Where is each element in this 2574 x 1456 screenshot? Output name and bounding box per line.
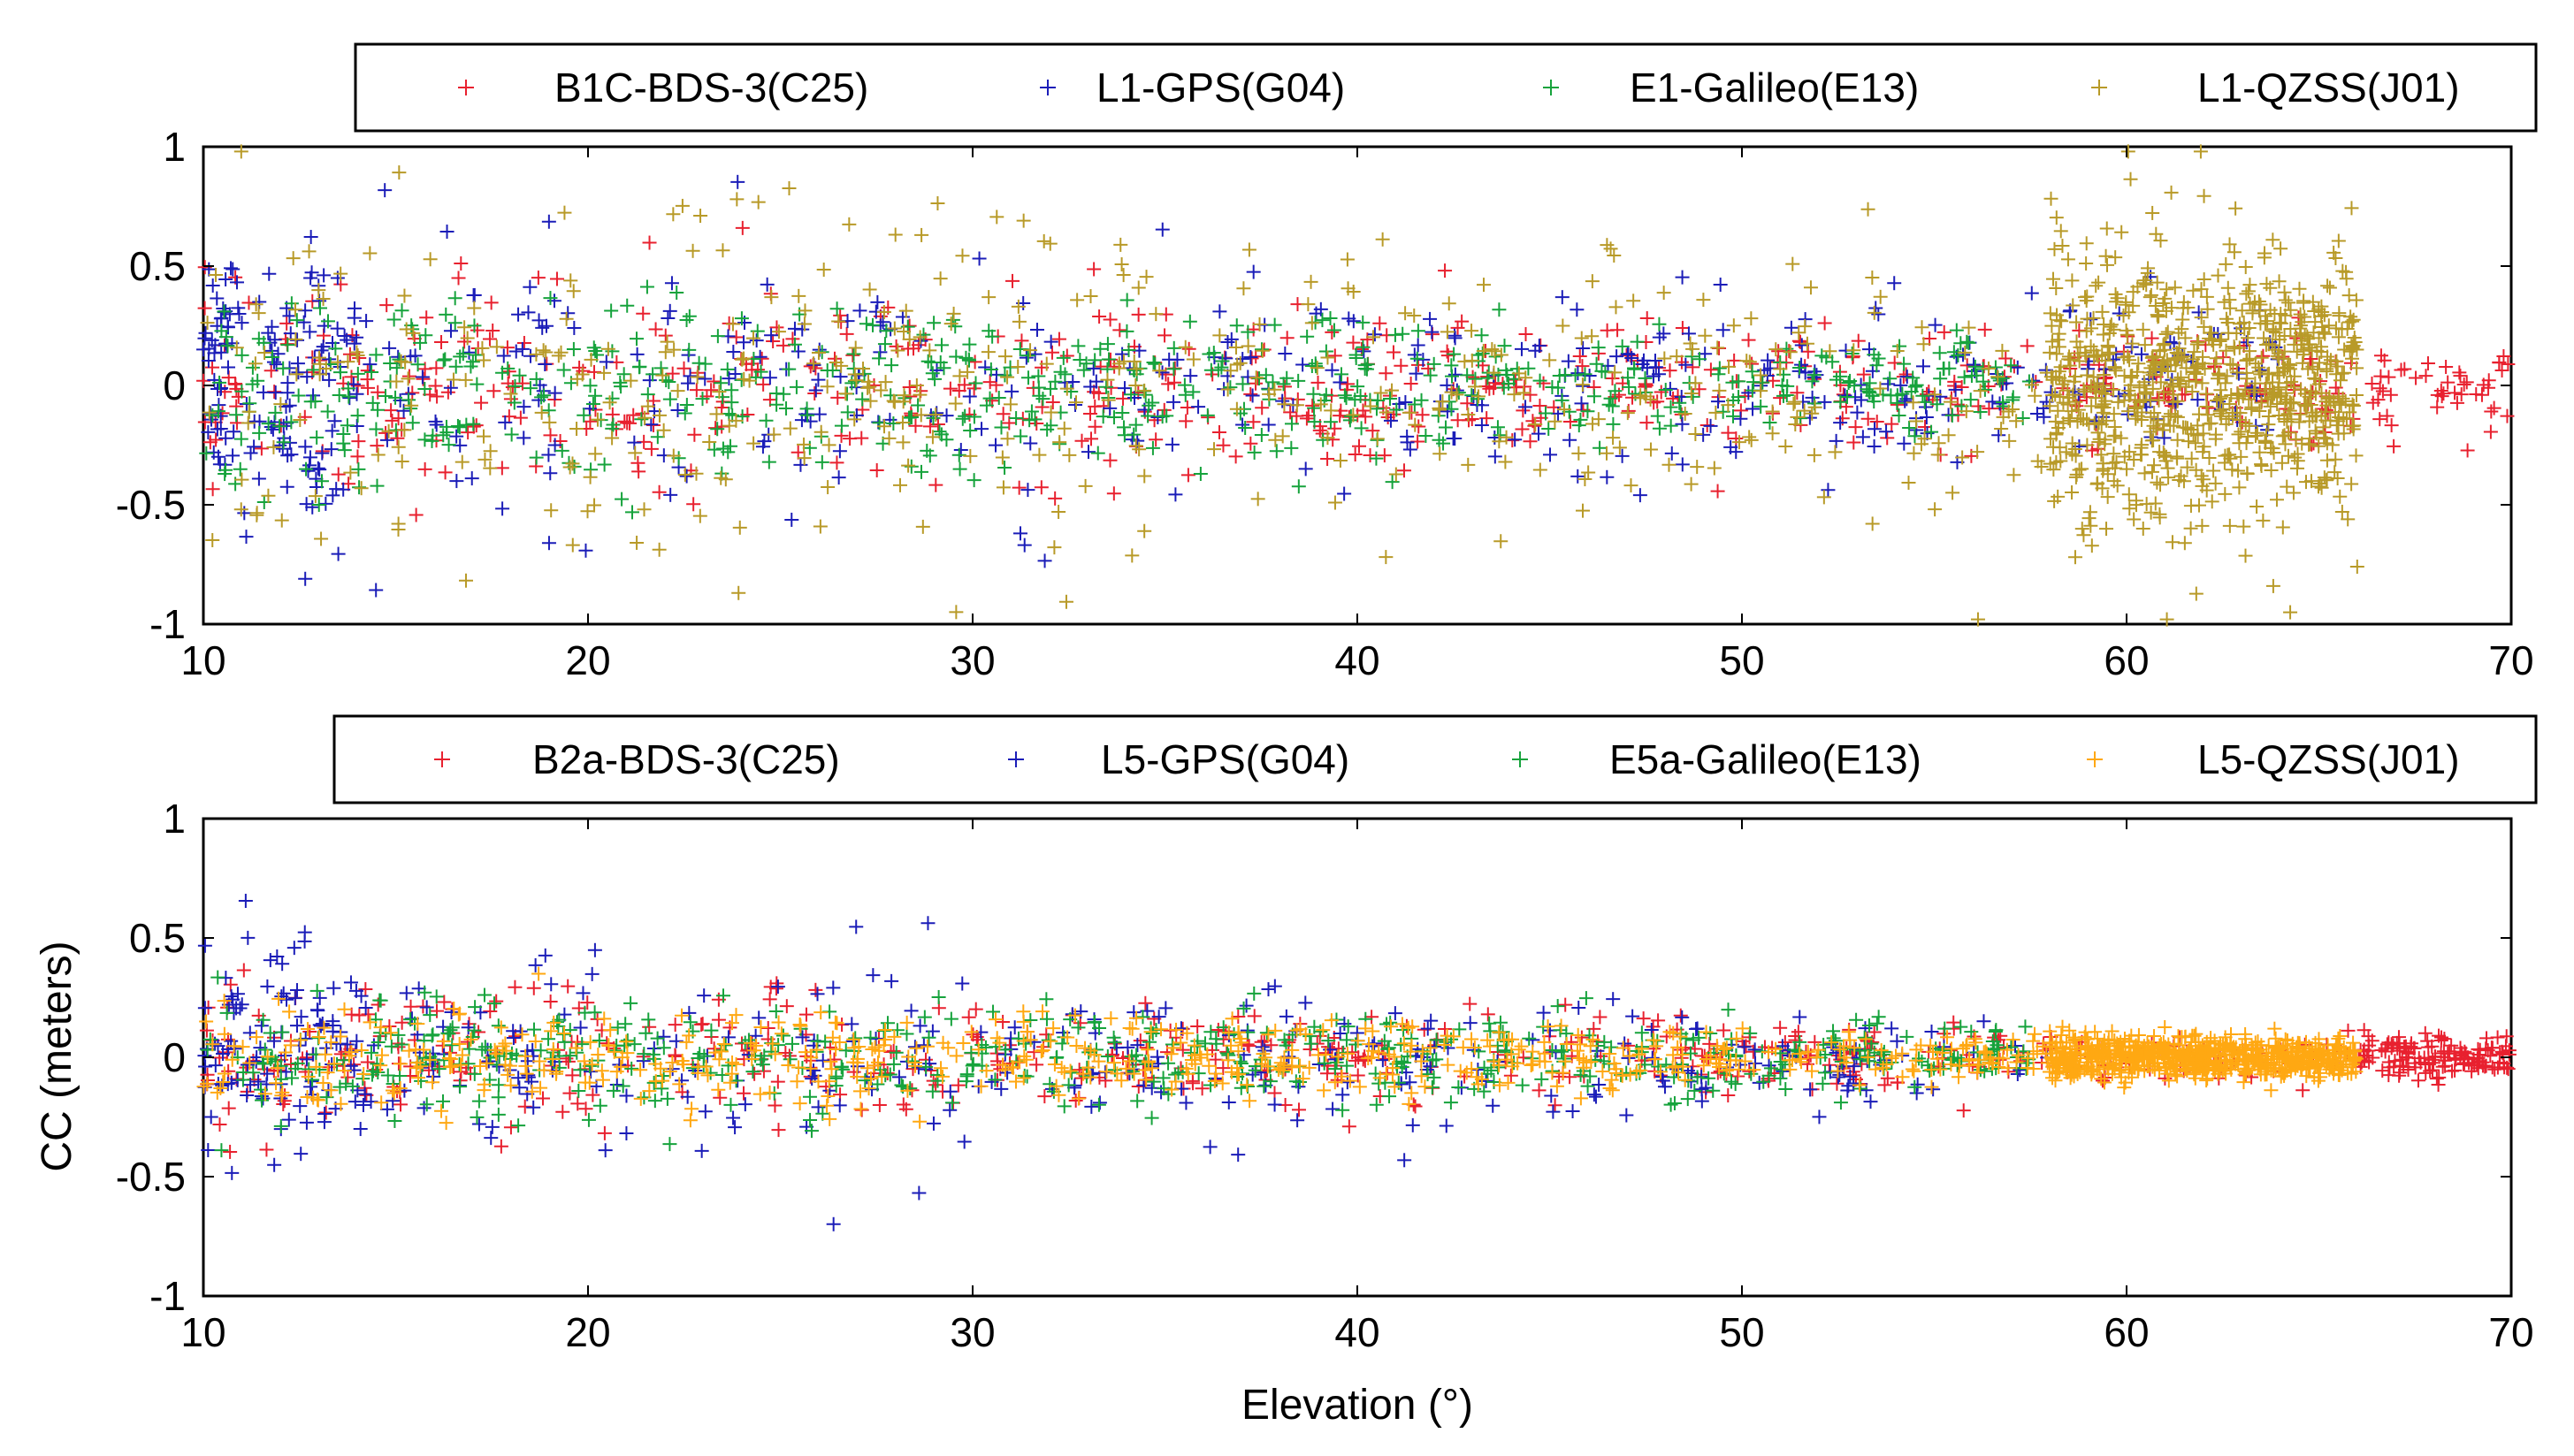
- chart-svg: 1020304050607010.50-0.5-1 B1C-BDS-3(C25)…: [0, 0, 2574, 1452]
- figure: 1020304050607010.50-0.5-1 B1C-BDS-3(C25)…: [0, 0, 2574, 1452]
